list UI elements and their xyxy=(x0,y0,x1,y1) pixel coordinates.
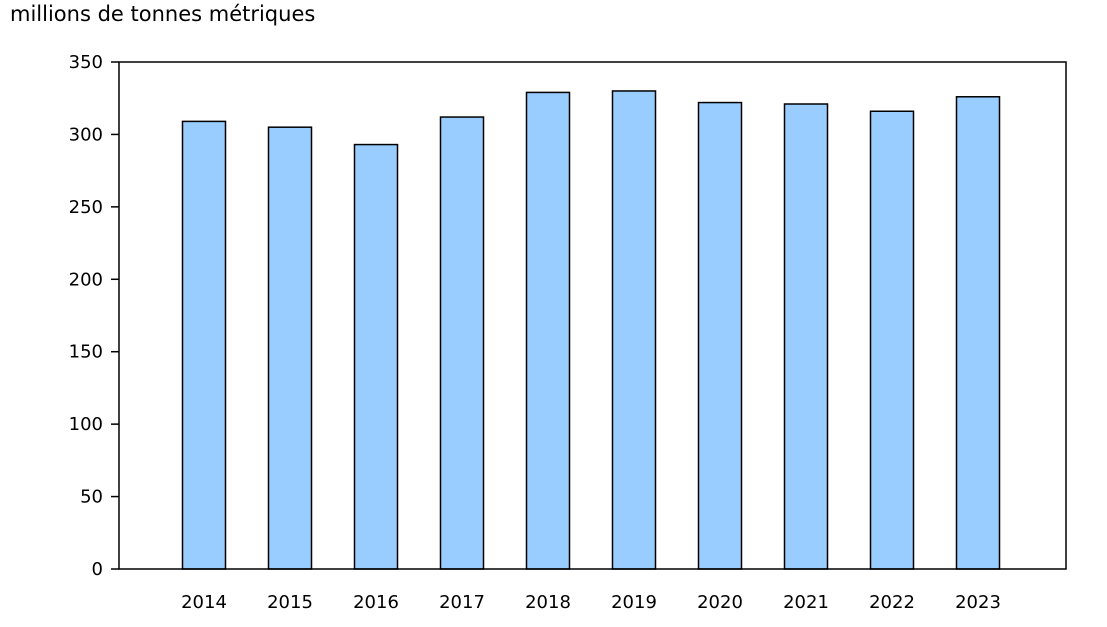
x-tick-label: 2015 xyxy=(267,592,313,613)
y-tick-label: 50 xyxy=(80,487,103,508)
bar-2018 xyxy=(525,91,571,570)
bar-2016 xyxy=(353,143,399,570)
y-ticks-group: 0 50 100 150 200 250 300 350 xyxy=(69,52,119,580)
bars-group xyxy=(181,90,1001,570)
x-ticks-group: 2014 2015 2016 2017 2018 2019 2020 2021 2022 2023 xyxy=(181,592,1001,613)
y-tick-label: 0 xyxy=(92,559,103,580)
x-tick-label: 2022 xyxy=(869,592,915,613)
y-tick-label: 300 xyxy=(69,124,103,145)
plot-frame xyxy=(118,61,1067,570)
x-tick-label: 2016 xyxy=(353,592,399,613)
x-tick-label: 2020 xyxy=(697,592,743,613)
y-tick-label: 200 xyxy=(69,269,103,290)
y-tick-label: 250 xyxy=(69,197,103,218)
bar-2022 xyxy=(869,110,915,570)
bar-2021 xyxy=(783,103,829,570)
bar-2023 xyxy=(955,96,1001,570)
x-tick-label: 2018 xyxy=(525,592,571,613)
x-tick-label: 2021 xyxy=(783,592,829,613)
bar-2014 xyxy=(181,120,227,570)
x-tick-label: 2019 xyxy=(611,592,657,613)
x-tick-label: 2014 xyxy=(181,592,227,613)
y-tick-label: 150 xyxy=(69,342,103,363)
axes-group xyxy=(118,61,1067,570)
bar-2020 xyxy=(697,101,743,570)
y-tick-label: 100 xyxy=(69,414,103,435)
y-tick-label: 350 xyxy=(69,52,103,73)
bar-2015 xyxy=(267,126,313,570)
bar-2019 xyxy=(611,90,657,570)
bar-2017 xyxy=(439,116,485,570)
x-tick-label: 2017 xyxy=(439,592,485,613)
x-tick-label: 2023 xyxy=(955,592,1001,613)
y-axis-unit-label: millions de tonnes métriques xyxy=(10,2,316,26)
